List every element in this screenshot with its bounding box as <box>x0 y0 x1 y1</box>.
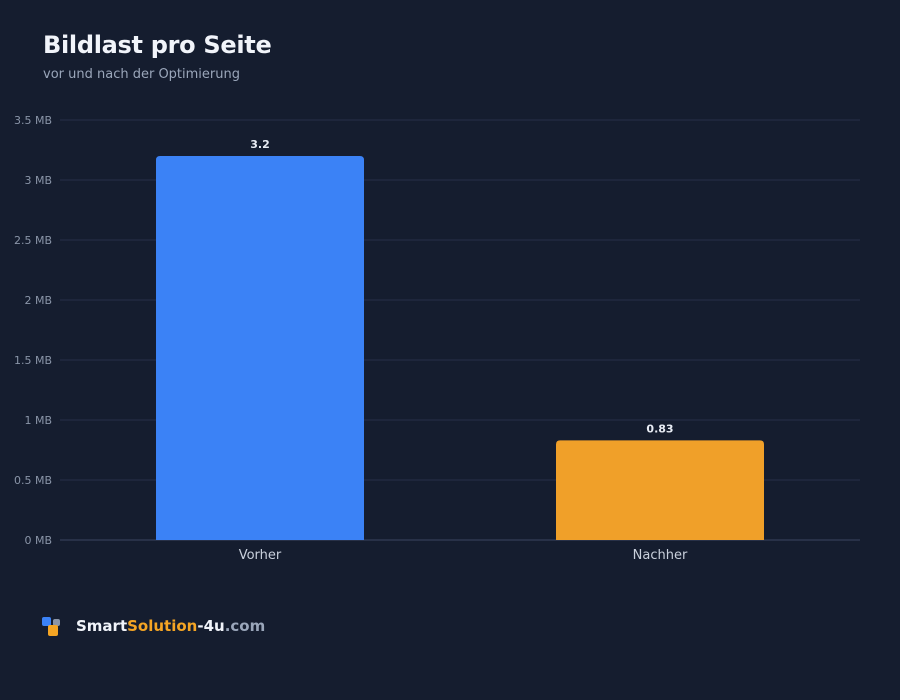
brand-part-solution: Solution <box>127 617 198 635</box>
brand-part-smart: Smart <box>76 617 128 635</box>
y-tick-label: 1 MB <box>24 414 52 427</box>
y-tick-label: 2 MB <box>24 294 52 307</box>
chart-title: Bildlast pro Seite <box>43 31 272 59</box>
y-tick-label: 3 MB <box>24 174 52 187</box>
y-tick-label: 0.5 MB <box>14 474 52 487</box>
brand-part-4u: -4u <box>197 617 225 635</box>
bar-chart: 0 MB 0.5 MB 1 MB 1.5 MB 2 MB 2.5 MB 3 MB 3.5 MB… <box>14 114 860 563</box>
bar-vorher <box>156 156 364 540</box>
y-tick-label: 0 MB <box>24 534 52 547</box>
chart-subtitle: vor und nach der Optimierung <box>43 67 240 82</box>
brand-part-com: .com <box>224 617 266 635</box>
y-tick-label: 2.5 MB <box>14 234 52 247</box>
brand-footer: SmartSolution-4u.com <box>42 614 265 638</box>
data-label: 0.83 <box>646 422 673 435</box>
brand-logo-icon <box>42 615 62 637</box>
y-tick-label: 3.5 MB <box>14 114 52 127</box>
y-tick-label: 1.5 MB <box>14 354 52 367</box>
x-tick-label: Vorher <box>239 548 282 563</box>
x-tick-label: Nachher <box>633 548 688 563</box>
bar-nachher <box>556 440 764 540</box>
data-label: 3.2 <box>250 138 270 151</box>
brand-name: SmartSolution-4u.com <box>76 617 265 635</box>
